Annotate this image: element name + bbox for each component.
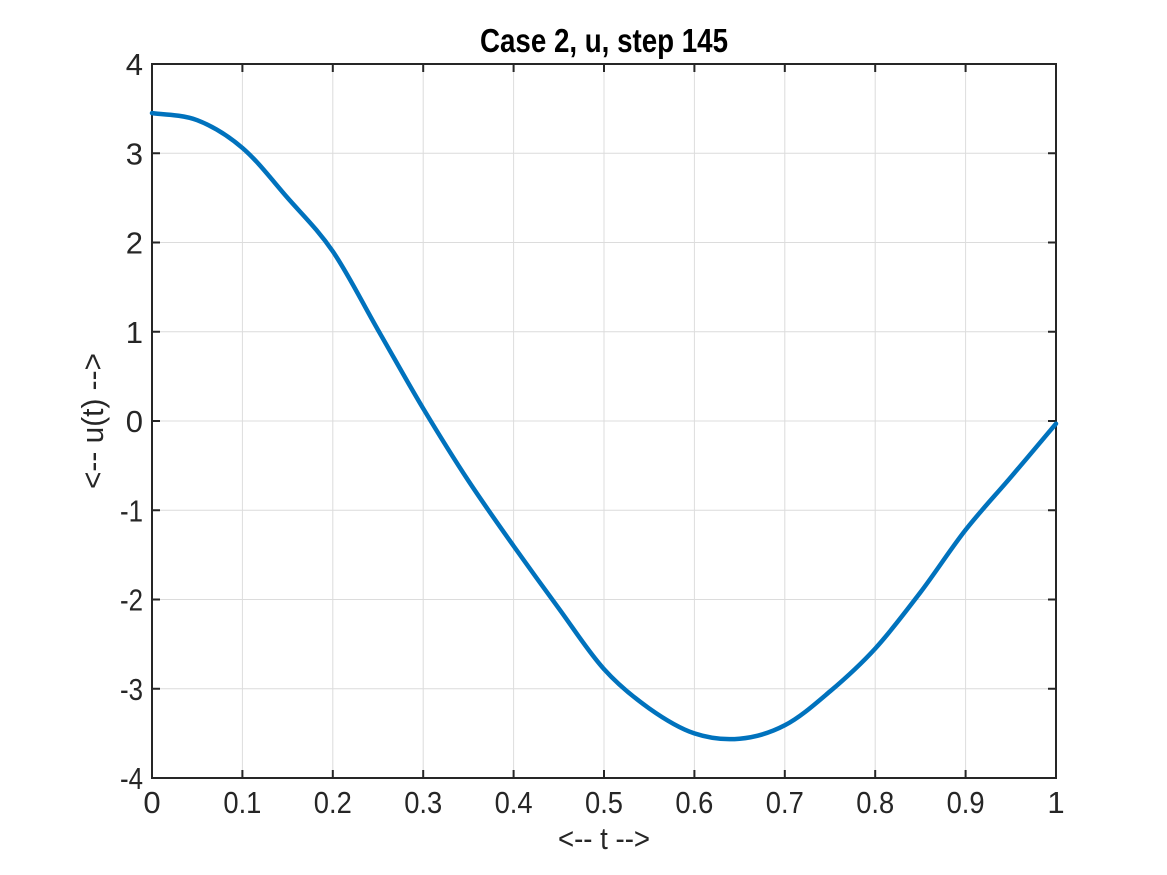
y-tick-label: -1 [120, 493, 143, 528]
x-tick-label: 0.2 [314, 785, 352, 820]
y-tick-label: -3 [120, 672, 143, 707]
x-tick-label: 0.4 [495, 785, 533, 820]
x-tick-label: 0.8 [856, 785, 894, 820]
y-tick-label: 4 [126, 47, 143, 82]
y-tick-label: 2 [126, 226, 143, 261]
x-tick-label: 0.9 [947, 785, 985, 820]
plot-area [151, 63, 1057, 779]
x-tick-label: 0.1 [223, 785, 261, 820]
chart-title: Case 2, u, step 145 [480, 22, 728, 59]
y-tick-label: 0 [126, 404, 143, 439]
y-axis-label: <-- u(t) --> [75, 353, 110, 489]
y-tick-label: -4 [120, 761, 143, 796]
x-tick-label: 0.7 [766, 785, 804, 820]
series-curve [149, 110, 1059, 742]
y-tick-label: 1 [126, 315, 143, 350]
x-axis-label: <-- t --> [558, 821, 650, 856]
x-tick-label: 1 [1047, 785, 1064, 820]
x-tick-label: 0 [143, 785, 160, 820]
x-tick-label: 0.3 [404, 785, 442, 820]
y-tick-label: 3 [126, 136, 143, 171]
y-tick-label: -2 [120, 583, 143, 618]
x-tick-label: 0.6 [675, 785, 713, 820]
x-tick-label: 0.5 [585, 785, 623, 820]
